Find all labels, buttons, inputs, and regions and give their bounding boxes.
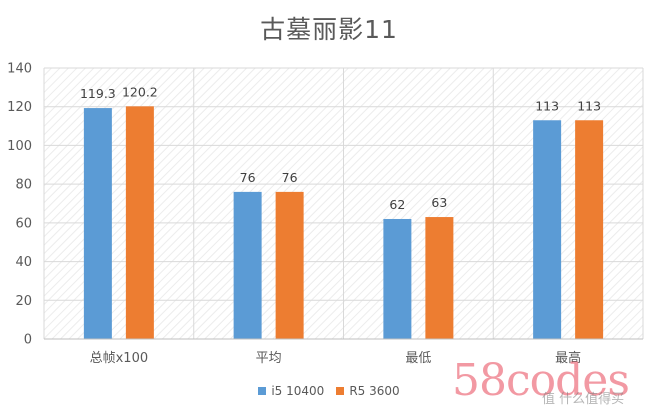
bar xyxy=(233,191,262,339)
data-label: 62 xyxy=(389,197,405,212)
x-tick-label: 总帧x100 xyxy=(90,351,149,366)
watermark-subtext: 值 什么值得买 xyxy=(542,392,625,407)
legend-swatch-series-2 xyxy=(336,387,345,395)
legend-label-series-1: i5 10400 xyxy=(271,384,325,398)
bar xyxy=(125,106,154,339)
y-tick-label: 0 xyxy=(24,333,32,348)
watermark: 58codes xyxy=(452,355,630,406)
legend-label-series-2: R5 3600 xyxy=(349,384,400,398)
bar xyxy=(383,218,412,339)
x-tick-label: 最低 xyxy=(405,351,431,366)
y-tick-label: 80 xyxy=(15,178,32,193)
data-label: 76 xyxy=(240,170,256,185)
y-tick-label: 60 xyxy=(15,216,32,231)
legend-item-series-2: R5 3600 xyxy=(336,384,400,398)
legend-swatch-series-1 xyxy=(258,387,267,395)
bar xyxy=(425,217,454,339)
bar xyxy=(275,191,304,339)
data-label: 113 xyxy=(535,98,559,113)
data-label: 63 xyxy=(431,195,447,210)
data-label: 76 xyxy=(282,170,298,185)
y-tick-label: 20 xyxy=(15,294,32,309)
legend: i5 10400 R5 3600 xyxy=(0,384,658,398)
legend-item-series-1: i5 10400 xyxy=(258,384,324,398)
chart-title: 古墓丽影11 xyxy=(260,15,398,44)
x-tick-label: 最高 xyxy=(555,350,581,366)
data-label: 113 xyxy=(577,98,601,113)
y-tick-label: 40 xyxy=(15,255,32,270)
data-label: 119.3 xyxy=(80,86,116,101)
y-tick-label: 100 xyxy=(7,139,32,154)
y-tick-label: 140 xyxy=(7,62,32,77)
bar xyxy=(533,120,562,339)
y-tick-label: 120 xyxy=(7,100,32,115)
bar xyxy=(83,108,112,340)
data-label: 120.2 xyxy=(122,84,158,99)
bar xyxy=(575,120,604,339)
x-tick-label: 平均 xyxy=(256,351,282,366)
